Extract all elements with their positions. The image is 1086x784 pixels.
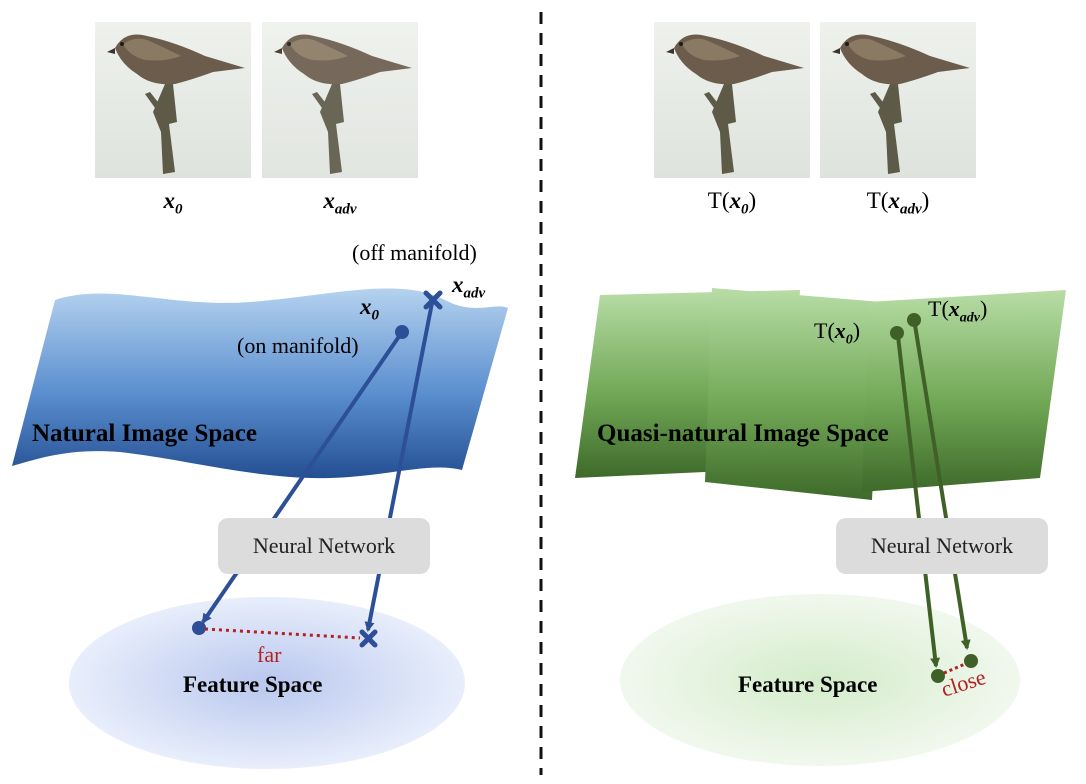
point-tx0 xyxy=(890,326,904,340)
natural-image-space-shape xyxy=(12,288,508,479)
neural-network-label-left: Neural Network xyxy=(252,533,396,558)
arrow-txadv-to-feature xyxy=(913,324,971,650)
far-distance-line xyxy=(204,627,361,640)
caption-tx0: T(x0) xyxy=(707,188,757,218)
neural-network-box-right: Neural Network xyxy=(836,518,1048,574)
caption-xadv: xadv xyxy=(323,188,357,218)
feature-cross-xadv xyxy=(359,629,378,648)
arrow-xadv-to-feature xyxy=(364,302,434,632)
feature-point-x0 xyxy=(192,621,206,635)
image-xadv xyxy=(262,22,418,178)
point-x0 xyxy=(395,325,409,339)
close-distance-line xyxy=(943,662,966,675)
feature-space-label-right: Feature Space xyxy=(738,672,878,697)
quasi-natural-image-space-shape xyxy=(575,288,1066,500)
far-label: far xyxy=(257,642,282,667)
caption-x0: x0 xyxy=(163,188,183,218)
point-label-xadv: xadv xyxy=(452,272,486,302)
image-tx0 xyxy=(654,22,810,178)
neural-network-label-right: Neural Network xyxy=(870,533,1014,558)
point-label-tx0: T(x0) xyxy=(814,318,861,348)
arrow-x0-to-feature xyxy=(201,333,402,624)
feature-point-txadv xyxy=(964,654,978,668)
off-manifold-label: (off manifold) xyxy=(352,240,477,265)
caption-txadv: T(xadv) xyxy=(866,188,930,218)
cross-xadv xyxy=(423,290,443,310)
feature-space-ellipse-right xyxy=(620,594,1020,766)
point-label-x0: x0 xyxy=(360,294,379,324)
point-label-txadv: T(xadv) xyxy=(928,296,988,326)
natural-image-space-label: Natural Image Space xyxy=(32,420,257,447)
neural-network-box-left: Neural Network xyxy=(218,518,430,574)
feature-space-label-left: Feature Space xyxy=(183,672,323,697)
arrow-tx0-to-feature xyxy=(896,335,941,668)
point-txadv xyxy=(907,313,921,327)
feature-point-tx0 xyxy=(931,669,945,683)
on-manifold-label: (on manifold) xyxy=(237,333,359,358)
image-txadv xyxy=(820,22,976,178)
quasi-natural-image-space-label: Quasi-natural Image Space xyxy=(597,420,889,447)
image-x0 xyxy=(95,22,251,178)
